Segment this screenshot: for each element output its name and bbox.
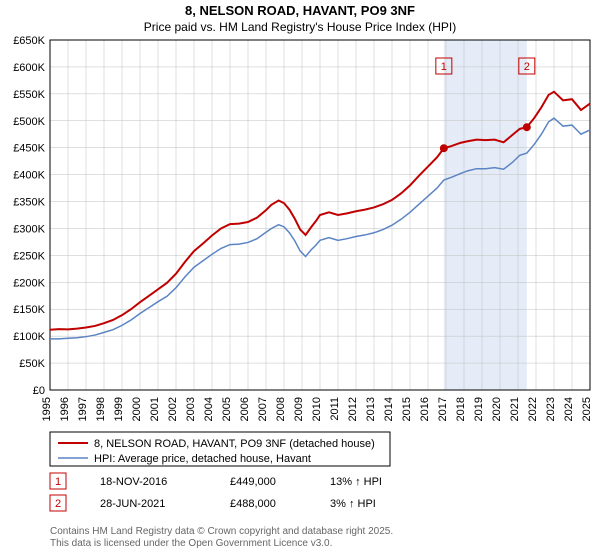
y-tick-label: £400K <box>13 170 45 182</box>
x-tick-label: 2002 <box>167 397 179 421</box>
y-tick-label: £600K <box>13 62 45 74</box>
y-tick-label: £150K <box>13 304 45 316</box>
x-tick-label: 1998 <box>95 397 107 421</box>
footer-line-1: Contains HM Land Registry data © Crown c… <box>50 526 393 537</box>
annotation-change: 13% ↑ HPI <box>330 476 382 488</box>
x-tick-label: 2016 <box>419 397 431 421</box>
annotation-flag-number: 1 <box>441 61 447 73</box>
price-marker <box>523 123 531 131</box>
annotation-flag-number: 2 <box>524 61 530 73</box>
x-tick-label: 2014 <box>383 397 395 421</box>
legend-label: 8, NELSON ROAD, HAVANT, PO9 3NF (detache… <box>94 438 375 450</box>
x-tick-label: 2011 <box>329 397 341 421</box>
y-tick-label: £450K <box>13 143 45 155</box>
x-tick-label: 2000 <box>131 397 143 421</box>
footer-line-2: This data is licensed under the Open Gov… <box>50 538 332 549</box>
x-tick-label: 2006 <box>239 397 251 421</box>
chart-subtitle: Price paid vs. HM Land Registry's House … <box>144 20 456 34</box>
price-chart: 8, NELSON ROAD, HAVANT, PO9 3NF Price pai… <box>0 0 600 560</box>
x-tick-label: 2013 <box>365 397 377 421</box>
x-tick-label: 1999 <box>113 397 125 421</box>
x-tick-label: 2023 <box>545 397 557 421</box>
x-tick-label: 1995 <box>41 397 53 421</box>
y-tick-label: £100K <box>13 331 45 343</box>
x-tick-label: 1996 <box>59 397 71 421</box>
y-tick-label: £300K <box>13 223 45 235</box>
x-tick-label: 2012 <box>347 397 359 421</box>
y-tick-label: £50K <box>19 358 45 370</box>
shaded-period <box>444 40 527 390</box>
x-tick-label: 2010 <box>311 397 323 421</box>
x-tick-label: 2019 <box>473 397 485 421</box>
legend-label: HPI: Average price, detached house, Hava… <box>94 453 311 465</box>
svg-text:2: 2 <box>55 498 61 510</box>
x-tick-label: 2003 <box>185 397 197 421</box>
annotation-date: 28-JUN-2021 <box>100 498 165 510</box>
y-tick-label: £650K <box>13 35 45 47</box>
svg-text:1: 1 <box>55 476 61 488</box>
annotation-price: £449,000 <box>230 476 276 488</box>
x-tick-label: 2021 <box>509 397 521 421</box>
x-tick-label: 2020 <box>491 397 503 421</box>
x-tick-label: 1997 <box>77 397 89 421</box>
x-tick-label: 2004 <box>203 397 215 421</box>
y-tick-label: £250K <box>13 250 45 262</box>
annotation-price: £488,000 <box>230 498 276 510</box>
annotation-change: 3% ↑ HPI <box>330 498 376 510</box>
x-tick-label: 2008 <box>275 397 287 421</box>
x-tick-label: 2017 <box>437 397 449 421</box>
y-tick-label: £200K <box>13 277 45 289</box>
price-marker <box>440 144 448 152</box>
annotation-date: 18-NOV-2016 <box>100 476 167 488</box>
y-tick-label: £350K <box>13 197 45 209</box>
y-tick-label: £0 <box>33 385 45 397</box>
chart-title: 8, NELSON ROAD, HAVANT, PO9 3NF <box>185 3 415 18</box>
x-tick-label: 2018 <box>455 397 467 421</box>
y-tick-label: £550K <box>13 89 45 101</box>
x-tick-label: 2024 <box>563 397 575 421</box>
x-tick-label: 2001 <box>149 397 161 421</box>
x-tick-label: 2005 <box>221 397 233 421</box>
x-tick-label: 2015 <box>401 397 413 421</box>
y-tick-label: £500K <box>13 116 45 128</box>
x-tick-label: 2007 <box>257 397 269 421</box>
x-tick-label: 2025 <box>581 397 593 421</box>
x-tick-label: 2009 <box>293 397 305 421</box>
x-tick-label: 2022 <box>527 397 539 421</box>
